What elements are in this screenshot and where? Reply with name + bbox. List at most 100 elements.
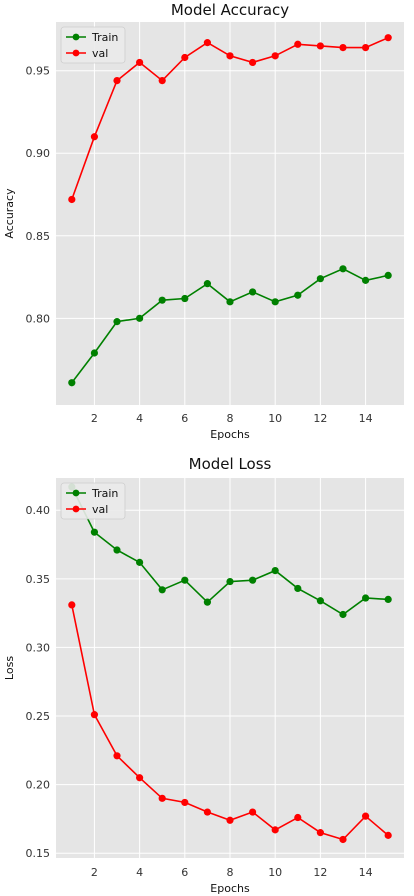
data-point-val — [158, 77, 166, 85]
x-tick-label: 4 — [136, 866, 143, 879]
y-axis-label: Loss — [3, 656, 16, 680]
y-tick-label: 0.20 — [26, 779, 51, 792]
data-point-val — [339, 43, 347, 52]
legend-label-train: Train — [91, 487, 118, 500]
y-tick-label: 0.85 — [26, 230, 51, 243]
x-tick-label: 14 — [359, 866, 373, 879]
data-point-val — [271, 826, 279, 834]
data-point-val — [113, 77, 121, 85]
y-tick-label: 0.90 — [26, 147, 51, 160]
data-point-val — [226, 52, 234, 60]
legend-marker-train — [72, 489, 80, 497]
x-tick-label: 8 — [227, 866, 234, 879]
data-point-val — [68, 195, 76, 204]
data-point-train — [271, 566, 279, 575]
data-point-train — [90, 528, 99, 536]
data-point-train — [339, 610, 347, 619]
x-tick-label: 14 — [359, 412, 373, 425]
data-point-train — [339, 265, 347, 273]
data-point-train — [361, 594, 370, 602]
data-point-val — [113, 752, 121, 760]
data-point-train — [226, 577, 234, 586]
y-tick-label: 0.25 — [26, 710, 51, 723]
data-point-train — [68, 379, 76, 387]
legend-label-val: val — [92, 503, 108, 516]
x-tick-label: 2 — [91, 866, 98, 879]
data-point-val — [136, 774, 144, 782]
x-axis-label: Epochs — [210, 882, 250, 895]
data-point-val — [316, 42, 324, 50]
chart-title: Model Accuracy — [171, 1, 289, 19]
data-point-train — [294, 291, 302, 299]
x-tick-label: 6 — [181, 412, 188, 425]
data-point-train — [248, 288, 257, 296]
accuracy-chart: 2 4 6 8 10 12 14 0.80 0.85 0.90 0.95 Model Accuracy… — [3, 1, 404, 441]
data-point-train — [136, 314, 144, 322]
legend-marker-val — [72, 49, 80, 57]
x-tick-label: 10 — [268, 866, 282, 879]
data-point-val — [90, 711, 99, 719]
data-point-val — [271, 52, 279, 60]
data-point-train — [384, 595, 392, 604]
data-point-val — [226, 816, 234, 824]
data-point-train — [181, 294, 189, 303]
data-point-val — [361, 43, 370, 52]
loss-chart: 2 4 6 8 10 12 14 0.15 0.20 0.25 0.30 0.35 0.40 Model … — [3, 455, 404, 895]
data-point-train — [203, 280, 212, 288]
y-tick-label: 0.35 — [26, 573, 51, 586]
y-axis-label: Accuracy — [3, 188, 16, 239]
x-tick-label: 12 — [313, 866, 327, 879]
x-tick-label: 6 — [181, 866, 188, 879]
y-tick-label: 0.15 — [26, 847, 51, 860]
legend-label-val: val — [92, 47, 108, 60]
x-tick-label: 12 — [313, 412, 327, 425]
data-point-train — [361, 276, 370, 284]
data-point-val — [248, 58, 257, 67]
data-point-train — [316, 597, 324, 605]
data-point-train — [158, 296, 166, 304]
data-point-train — [248, 576, 257, 584]
legend-label-train: Train — [91, 31, 118, 44]
data-point-train — [316, 275, 324, 283]
y-tick-label: 0.80 — [26, 312, 51, 325]
data-point-train — [181, 576, 189, 584]
data-point-train — [136, 558, 144, 566]
data-point-train — [113, 318, 121, 326]
data-point-train — [158, 586, 166, 594]
data-point-train — [294, 584, 302, 593]
data-point-val — [68, 601, 76, 609]
data-point-train — [90, 349, 99, 357]
y-tick-label: 0.40 — [26, 504, 51, 517]
chart-title: Model Loss — [189, 455, 272, 473]
data-point-val — [181, 53, 189, 62]
data-point-train — [271, 298, 279, 306]
y-tick-label: 0.95 — [26, 65, 51, 78]
data-point-train — [226, 298, 234, 306]
x-tick-label: 10 — [268, 412, 282, 425]
data-point-val — [90, 133, 99, 141]
legend-marker-train — [72, 33, 80, 41]
y-tick-label: 0.30 — [26, 641, 51, 654]
data-point-val — [384, 34, 392, 42]
data-point-val — [339, 835, 347, 844]
data-point-val — [248, 808, 257, 816]
x-axis-label: Epochs — [210, 428, 250, 441]
legend-marker-val — [72, 505, 80, 513]
data-point-train — [384, 271, 392, 280]
data-point-val — [203, 808, 212, 816]
data-point-val — [316, 829, 324, 837]
x-tick-label: 2 — [91, 412, 98, 425]
data-point-train — [203, 598, 212, 606]
data-point-val — [294, 40, 302, 48]
data-point-val — [158, 794, 166, 802]
data-point-val — [203, 39, 212, 47]
data-point-val — [294, 813, 302, 822]
data-point-val — [181, 798, 189, 807]
x-tick-label: 8 — [227, 412, 234, 425]
data-point-train — [113, 546, 121, 554]
data-point-val — [361, 812, 370, 820]
data-point-val — [384, 831, 392, 839]
x-tick-label: 4 — [136, 412, 143, 425]
data-point-val — [136, 58, 144, 67]
